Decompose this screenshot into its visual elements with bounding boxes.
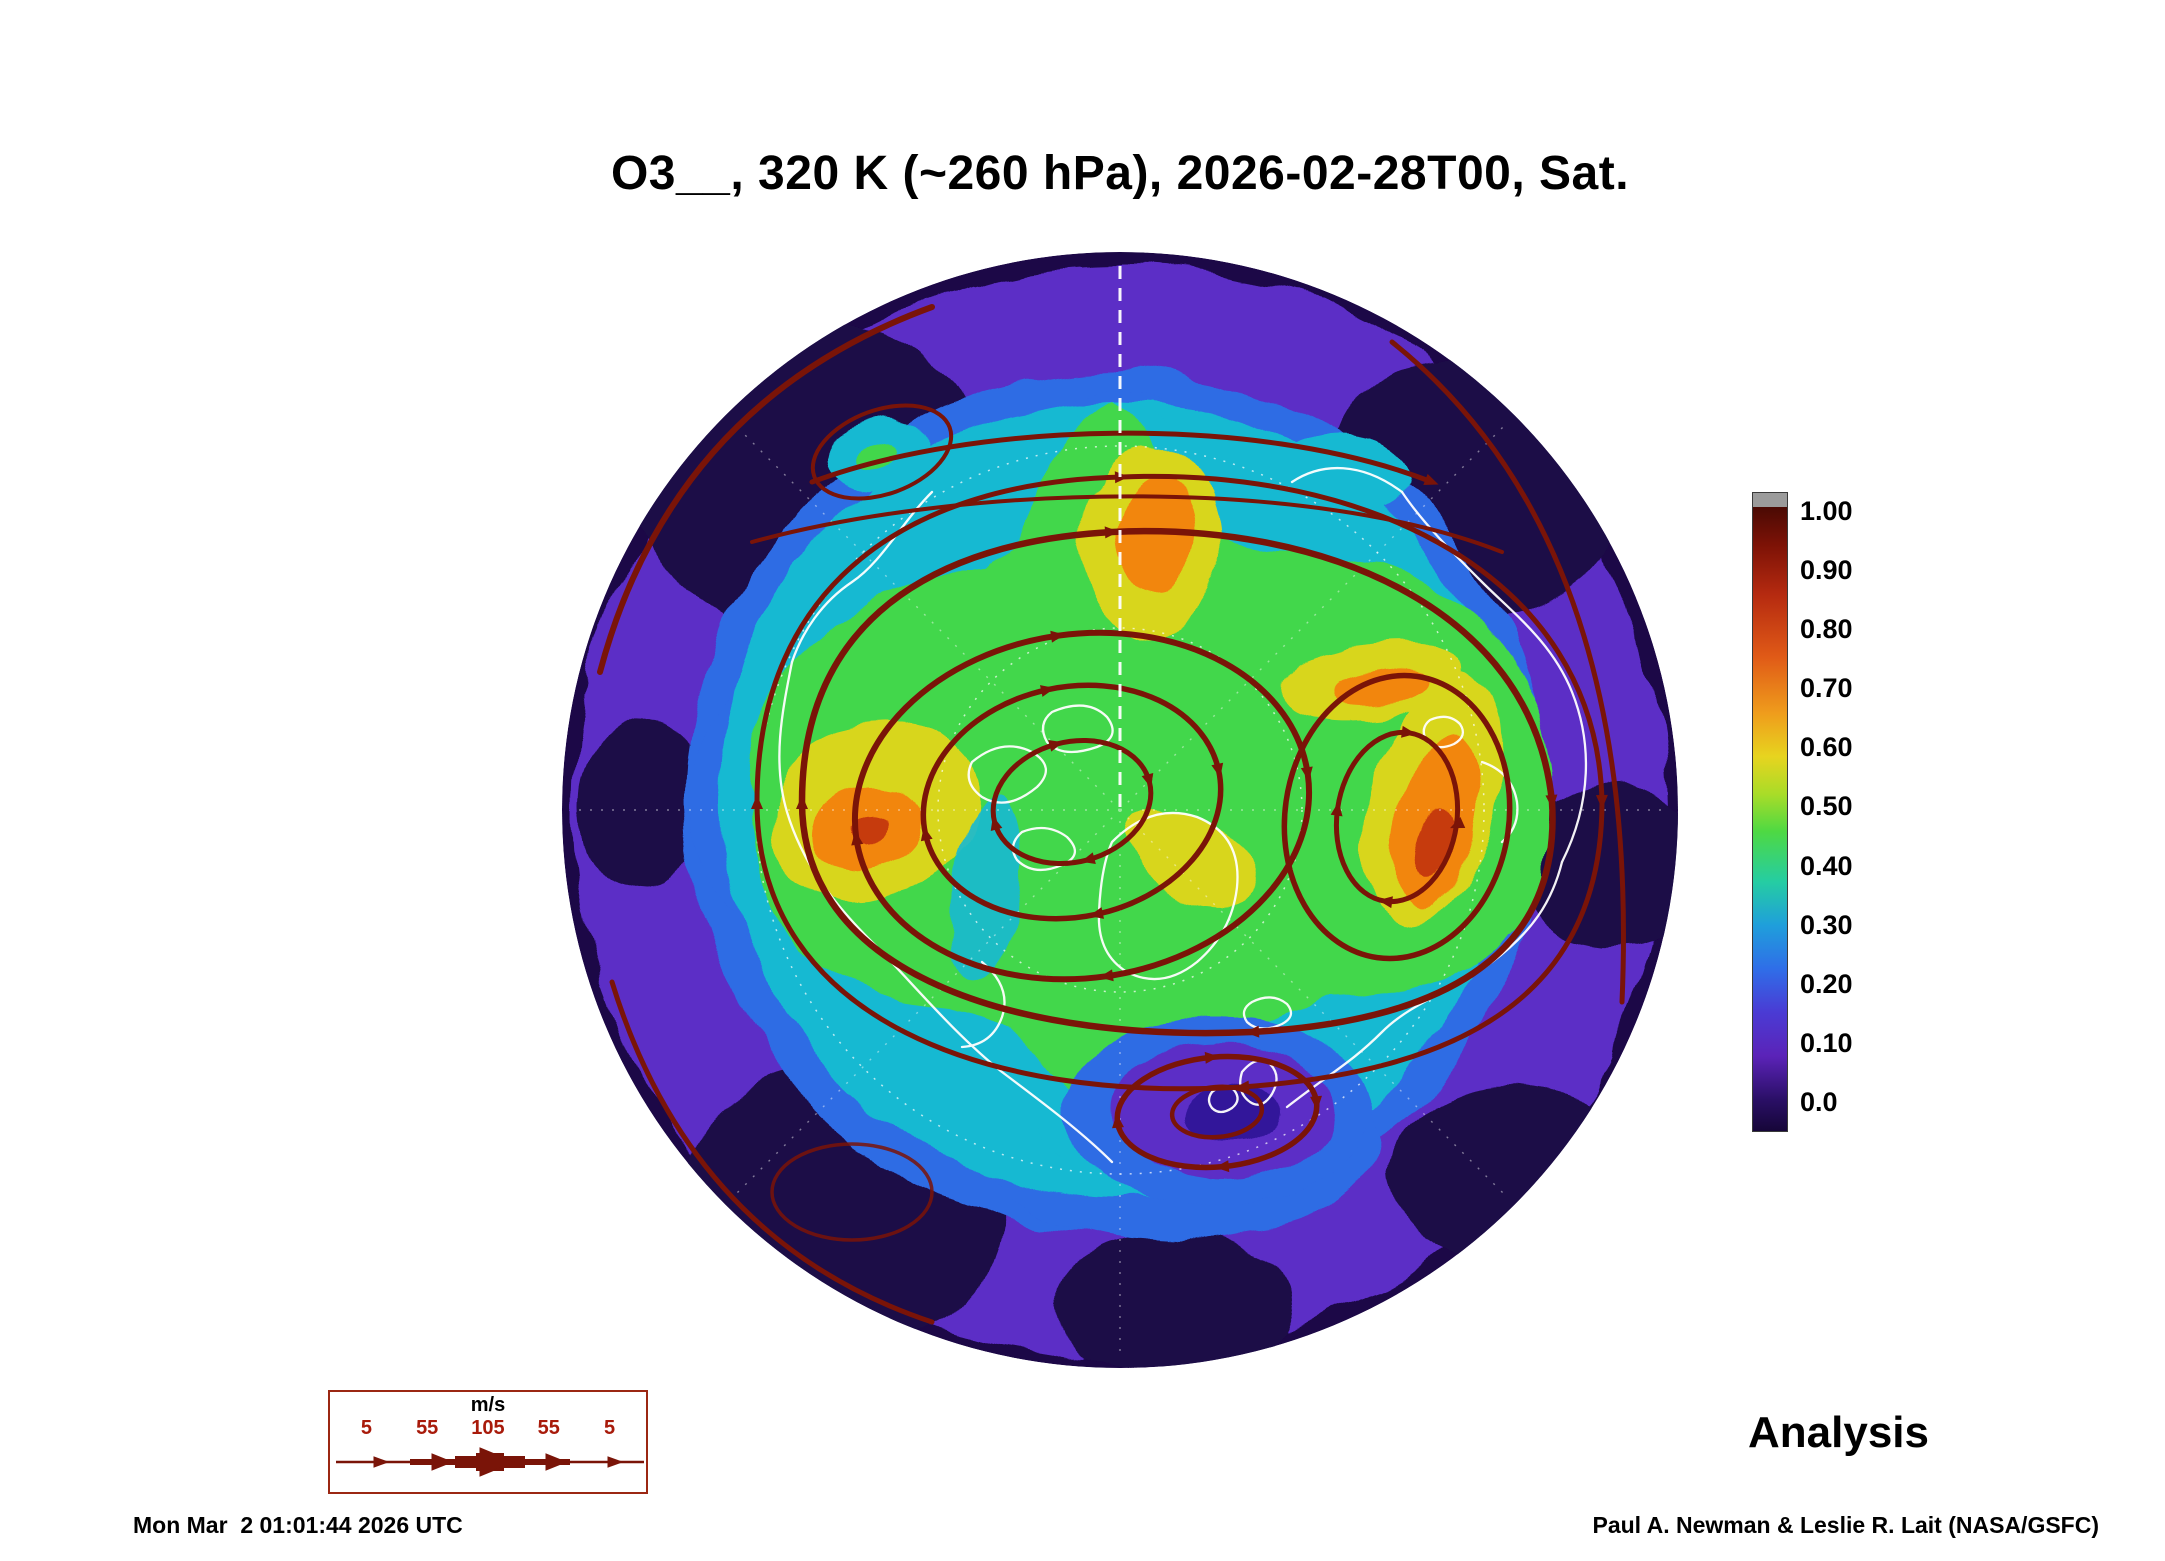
polar-map-svg	[562, 252, 1678, 1368]
wind-value: 105	[471, 1417, 505, 1439]
wind-value: 55	[537, 1417, 560, 1439]
colorbar-tick-label: 0.20	[1800, 968, 1853, 999]
colorbar-tick-label: 0.90	[1800, 555, 1853, 586]
colorbar-tick-label: 0.40	[1800, 850, 1853, 881]
colorbar-tick-label: 0.0	[1800, 1086, 1838, 1117]
wind-value: 55	[416, 1417, 439, 1439]
colorbar	[1752, 492, 1788, 1132]
ozone-field	[572, 262, 1678, 1368]
wind-unit-label: m/s	[470, 1394, 506, 1416]
analysis-label: Analysis	[1748, 1408, 1929, 1457]
wind-arrow-glyph	[336, 1447, 644, 1477]
generation-timestamp: Mon Mar 2 01:01:44 2026 UTC	[133, 1512, 463, 1538]
polar-map	[550, 240, 1690, 1380]
wind-value-row: 5 55 105 55 5	[330, 1417, 646, 1440]
colorbar-tick-label: 0.70	[1800, 673, 1853, 704]
colorbar-tick-label: 0.50	[1800, 791, 1853, 822]
wind-speed-legend: m/s 5 55 105 55 5	[328, 1390, 648, 1494]
credit-text: Paul A. Newman & Leslie R. Lait (NASA/GS…	[1592, 1512, 2099, 1538]
wind-value: 5	[604, 1417, 616, 1439]
colorbar-tick-labels: 1.00 0.90 0.80 0.70 0.60 0.50 0.40 0.30 …	[1800, 498, 1853, 1116]
figure-title: O3__, 320 K (~260 hPa), 2026-02-28T00, S…	[610, 147, 1630, 200]
colorbar-overflow-cap	[1753, 493, 1787, 507]
colorbar-tick-label: 0.60	[1800, 732, 1853, 763]
colorbar-tick-label: 0.10	[1800, 1027, 1853, 1058]
wind-streamlines	[597, 304, 1626, 1325]
colorbar-gradient	[1753, 507, 1787, 1131]
colorbar-tick-label: 1.00	[1800, 496, 1853, 526]
wind-value: 5	[360, 1417, 372, 1439]
colorbar-tick-label: 0.80	[1800, 614, 1853, 645]
colorbar-tick-label: 0.30	[1800, 909, 1853, 940]
